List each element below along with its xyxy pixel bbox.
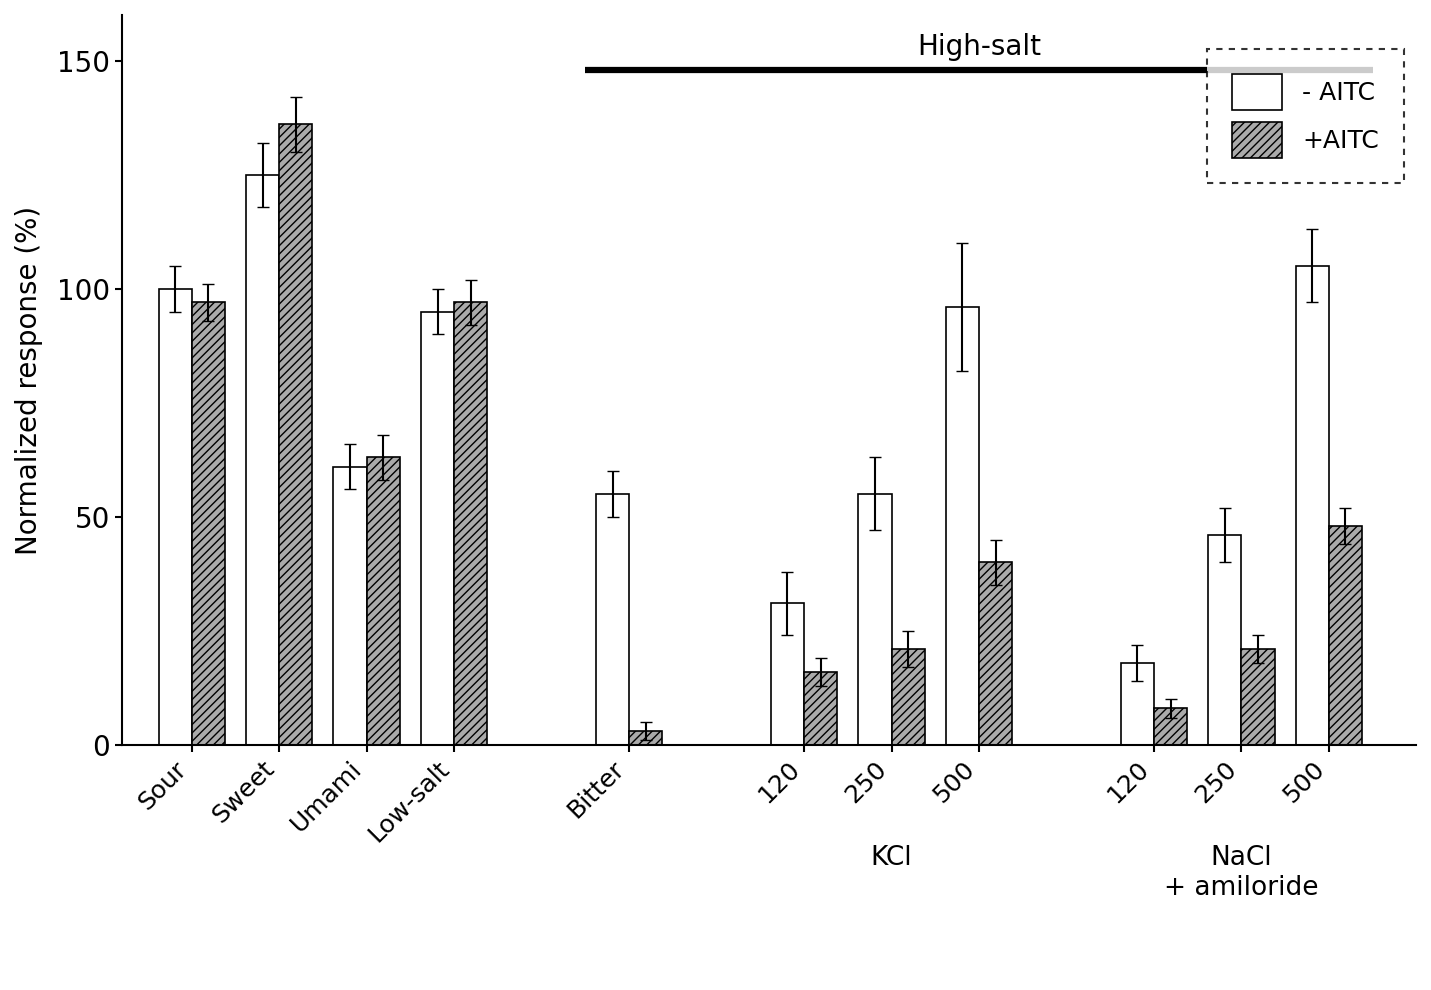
Bar <box>192 302 225 744</box>
Bar <box>454 302 488 744</box>
Bar <box>946 307 979 744</box>
Bar <box>159 289 192 744</box>
Bar <box>279 125 312 744</box>
Bar <box>595 494 630 744</box>
Bar <box>1241 649 1275 744</box>
Bar <box>892 649 924 744</box>
Bar <box>771 604 804 744</box>
Bar <box>333 466 366 744</box>
Bar <box>859 494 892 744</box>
Bar <box>1153 709 1186 744</box>
Bar <box>1295 266 1328 744</box>
Bar <box>421 312 454 744</box>
Bar <box>804 672 837 744</box>
Bar <box>366 457 399 744</box>
Legend: - AITC, +AITC: - AITC, +AITC <box>1206 50 1404 182</box>
Bar <box>1120 662 1153 744</box>
Text: KCl: KCl <box>870 845 912 871</box>
Text: High-salt: High-salt <box>917 33 1040 60</box>
Bar <box>979 562 1012 744</box>
Bar <box>1328 526 1362 744</box>
Bar <box>246 174 279 744</box>
Bar <box>630 732 663 744</box>
Text: NaCl
+ amiloride: NaCl + amiloride <box>1163 845 1318 901</box>
Bar <box>1208 535 1241 744</box>
Y-axis label: Normalized response (%): Normalized response (%) <box>14 205 43 554</box>
